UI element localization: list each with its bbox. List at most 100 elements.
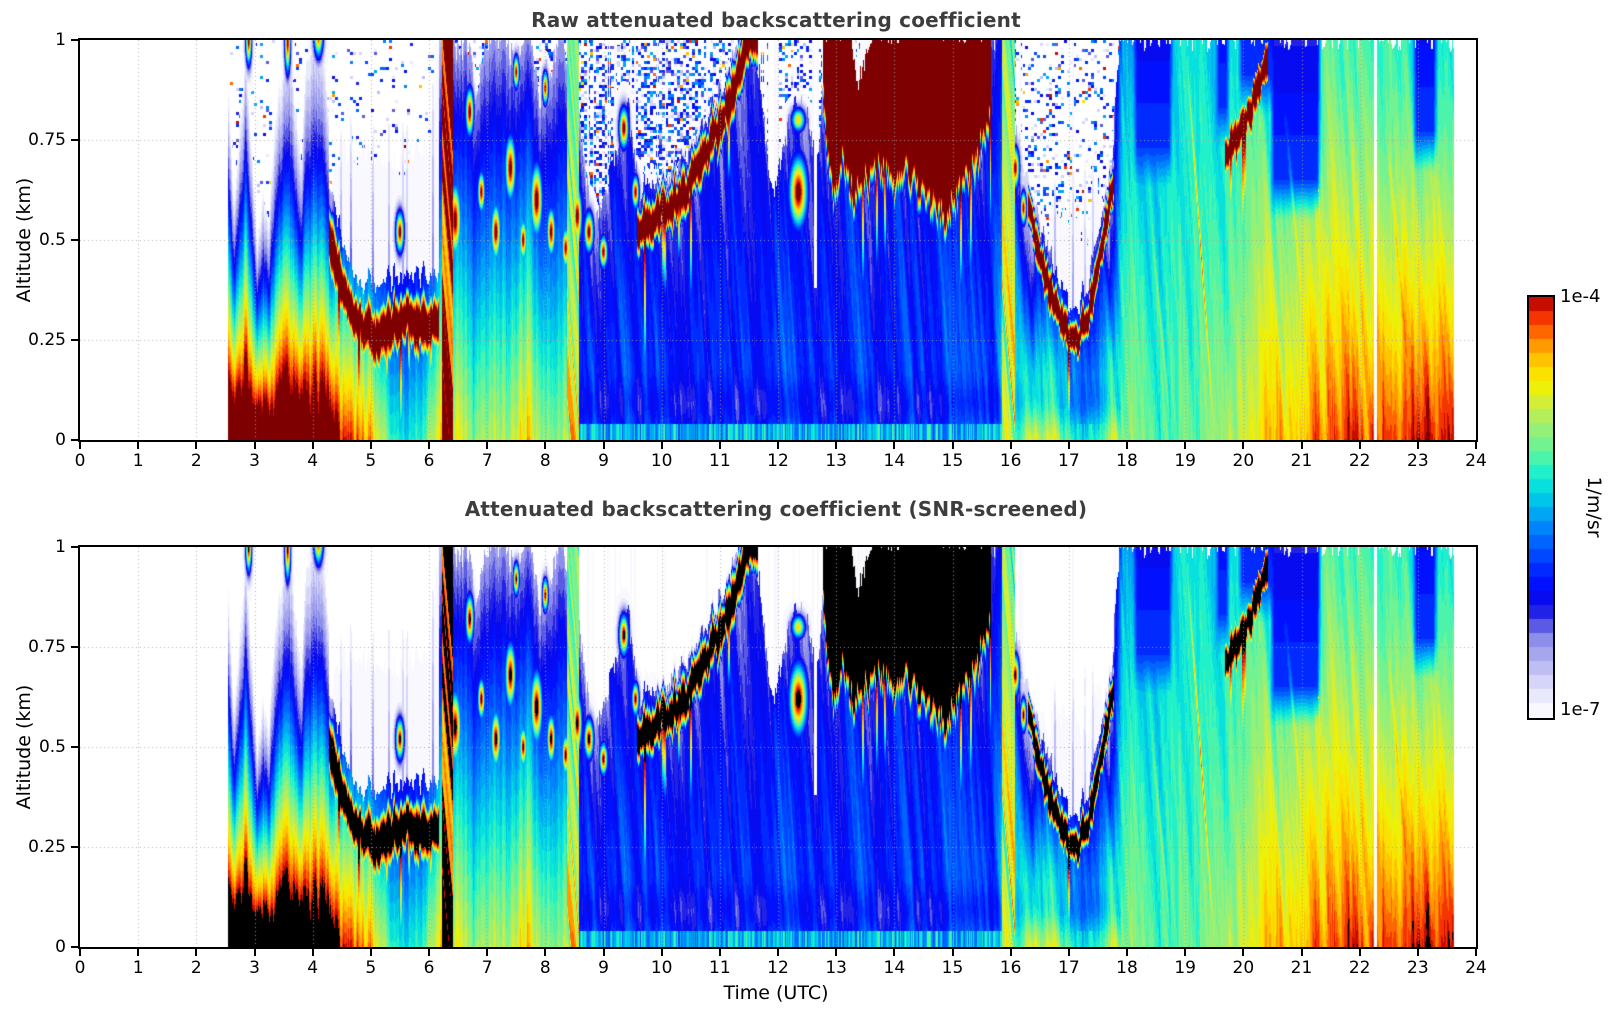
raw-panel-title: Raw attenuated backscattering coefficien… (531, 8, 1021, 32)
y-tick-label: 0.25 (28, 330, 66, 350)
x-tick-label: 20 (1232, 958, 1255, 978)
x-tick (486, 949, 489, 956)
x-tick-label: 8 (539, 451, 551, 471)
x-tick-label: 24 (1465, 958, 1487, 978)
x-tick-label: 13 (825, 451, 847, 471)
x-tick-label: 0 (74, 451, 86, 471)
y-tick (71, 646, 78, 648)
y-tick (71, 39, 78, 41)
x-tick (253, 949, 256, 956)
x-tick-label: 13 (825, 958, 847, 978)
colorbar-max-label: 1e-4 (1560, 286, 1601, 307)
y-tick (71, 746, 78, 748)
x-tick (1184, 949, 1187, 956)
colorbar-unit-label: 1/m/sr (1583, 476, 1605, 538)
x-tick (369, 949, 372, 956)
x-tick (602, 442, 605, 449)
x-tick (1300, 442, 1303, 449)
x-tick-label: 10 (650, 451, 673, 471)
x-tick (79, 442, 81, 449)
x-tick-label: 7 (481, 958, 493, 978)
x-tick-label: 2 (190, 958, 202, 978)
x-tick-label: 15 (941, 958, 964, 978)
y-tick-label: 1 (55, 30, 66, 50)
x-tick (1067, 949, 1070, 956)
x-tick-label: 11 (709, 451, 731, 471)
x-tick (1009, 442, 1012, 449)
x-tick (369, 442, 372, 449)
x-tick (311, 949, 314, 956)
x-tick (1475, 949, 1477, 956)
x-tick-label: 5 (365, 451, 377, 471)
colorbar-min-label: 1e-7 (1560, 699, 1601, 720)
x-tick-label: 16 (999, 451, 1022, 471)
colorbar-canvas (1529, 297, 1553, 718)
x-tick-label: 19 (1174, 451, 1196, 471)
raw-heatmap-canvas (80, 40, 1476, 440)
x-tick-label: 1 (132, 958, 144, 978)
y-tick-label: 1 (55, 537, 66, 557)
x-tick-label: 4 (307, 958, 319, 978)
x-tick (1242, 442, 1245, 449)
x-tick (137, 442, 140, 449)
y-tick-label: 0.25 (28, 837, 66, 857)
y-tick-label: 0.75 (28, 130, 66, 150)
raw-plot-area (78, 38, 1478, 442)
y-tick (71, 339, 78, 341)
x-tick (835, 442, 838, 449)
x-tick-label: 7 (481, 451, 493, 471)
x-tick-label: 0 (74, 958, 86, 978)
x-tick (777, 949, 779, 956)
x-tick-label: 21 (1290, 958, 1313, 978)
x-tick-label: 17 (1058, 451, 1080, 471)
x-tick-label: 12 (767, 958, 789, 978)
x-tick (1242, 949, 1245, 956)
screened-plot-area (78, 545, 1478, 949)
x-tick (1358, 442, 1361, 449)
x-tick (195, 442, 198, 449)
x-tick-label: 15 (941, 451, 964, 471)
y-tick-label: 0 (55, 937, 66, 957)
x-tick-label: 3 (249, 451, 260, 471)
x-tick-label: 20 (1232, 451, 1255, 471)
x-tick (1475, 442, 1477, 449)
x-tick (951, 949, 954, 956)
x-tick-label: 9 (598, 958, 609, 978)
x-tick-label: 18 (1116, 958, 1138, 978)
x-tick (718, 949, 721, 956)
x-tick (951, 442, 954, 449)
x-tick-label: 5 (365, 958, 377, 978)
x-tick (660, 949, 663, 956)
x-tick-label: 6 (423, 451, 435, 471)
x-tick (1416, 949, 1419, 956)
x-tick-label: 1 (132, 451, 144, 471)
x-tick (835, 949, 838, 956)
x-tick (195, 949, 198, 956)
x-axis-label: Time (UTC) (723, 982, 829, 1004)
x-tick-label: 9 (598, 451, 609, 471)
x-tick-label: 4 (307, 451, 319, 471)
x-tick (777, 442, 779, 449)
y-tick-label: 0.75 (28, 637, 66, 657)
x-tick (428, 442, 430, 449)
x-tick (1067, 442, 1070, 449)
x-tick-label: 24 (1465, 451, 1487, 471)
x-tick-label: 22 (1348, 958, 1371, 978)
x-tick (718, 442, 721, 449)
x-tick-label: 14 (883, 958, 906, 978)
x-tick (1184, 442, 1187, 449)
screened-panel-title: Attenuated backscattering coefficient (S… (464, 497, 1088, 521)
x-tick (1009, 949, 1012, 956)
x-tick (893, 949, 896, 956)
x-tick (79, 949, 81, 956)
x-tick (602, 949, 605, 956)
x-tick-label: 19 (1174, 958, 1196, 978)
x-tick-label: 11 (709, 958, 731, 978)
colorbar (1527, 295, 1555, 720)
x-tick-label: 23 (1407, 958, 1429, 978)
x-tick (1126, 442, 1128, 449)
y-tick (71, 546, 78, 548)
y-tick (71, 139, 78, 141)
x-tick (137, 949, 140, 956)
